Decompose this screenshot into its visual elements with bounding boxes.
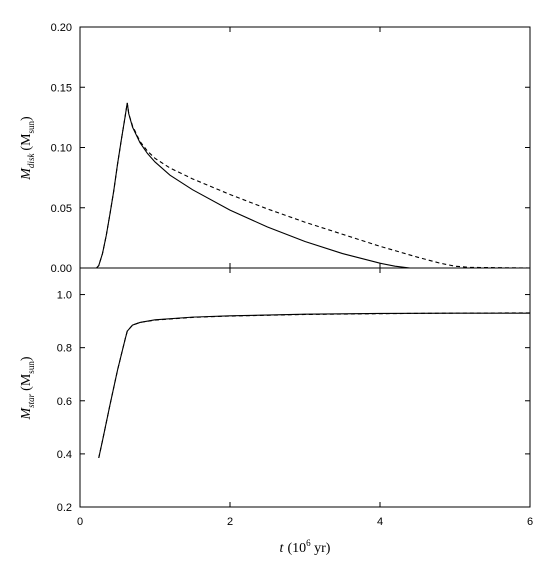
star-y-unit-sub: sun <box>26 361 36 374</box>
disk-y-main: M <box>19 167 34 181</box>
panel-star-frame <box>79 267 531 508</box>
disk-ytick-label: 0.00 <box>51 263 72 275</box>
star-series-solid-line <box>98 312 530 458</box>
panel-star-yticks: 0.2 0.4 0.6 0.8 1.0 <box>57 290 530 514</box>
star-xtick-label: 4 <box>377 516 383 528</box>
star-ytick-label: 0.6 <box>57 396 72 408</box>
star-xtick-label: 6 <box>527 516 533 528</box>
star-xtick-label: 0 <box>77 516 83 528</box>
panel-disk-series <box>96 102 531 269</box>
star-y-sub: star <box>26 393 36 408</box>
x-axis-label: t (106 yr) <box>280 538 331 556</box>
star-y-unit: (M <box>19 373 34 391</box>
star-y-axis-label: Mstar (Msun) <box>19 356 36 420</box>
x-main: t <box>280 541 285 556</box>
panel-disk: 0.00 0.05 0.10 0.15 0.20 Mdisk (Msun) <box>19 22 531 275</box>
x-sup: 6 <box>306 538 311 548</box>
disk-y-sub: disk <box>26 153 36 169</box>
star-ytick-label: 0.4 <box>57 449 72 461</box>
disk-series-dashed-line <box>96 102 531 269</box>
star-ytick-label: 0.8 <box>57 343 72 355</box>
disk-y-unit-sub: sun <box>26 120 36 133</box>
panel-disk-xticks <box>79 27 531 268</box>
disk-y-axis-label: Mdisk (Msun) <box>19 116 36 181</box>
star-ytick-label: 1.0 <box>57 290 72 302</box>
disk-series-solid-line <box>96 102 530 269</box>
disk-ytick-label: 0.20 <box>51 22 72 34</box>
disk-y-unit: (M <box>19 133 34 151</box>
panel-disk-yticks: 0.00 0.05 0.10 0.15 0.20 <box>51 22 530 275</box>
disk-ytick-label: 0.10 <box>51 143 72 155</box>
star-ytick-label: 0.2 <box>57 502 72 514</box>
star-series-dashed-line <box>98 312 531 458</box>
panel-disk-frame <box>79 26 531 269</box>
panel-star-xticks: 0 2 4 6 <box>77 268 533 528</box>
disk-ytick-label: 0.15 <box>51 82 72 94</box>
x-rest: yr) <box>311 541 331 556</box>
star-y-main: M <box>19 407 34 421</box>
x-unit: (10 <box>287 541 306 556</box>
star-xtick-label: 2 <box>227 516 233 528</box>
disk-ytick-label: 0.05 <box>51 203 72 215</box>
panel-star-series <box>98 312 531 458</box>
disk-y-close: ) <box>19 116 34 121</box>
star-y-close: ) <box>19 356 34 361</box>
